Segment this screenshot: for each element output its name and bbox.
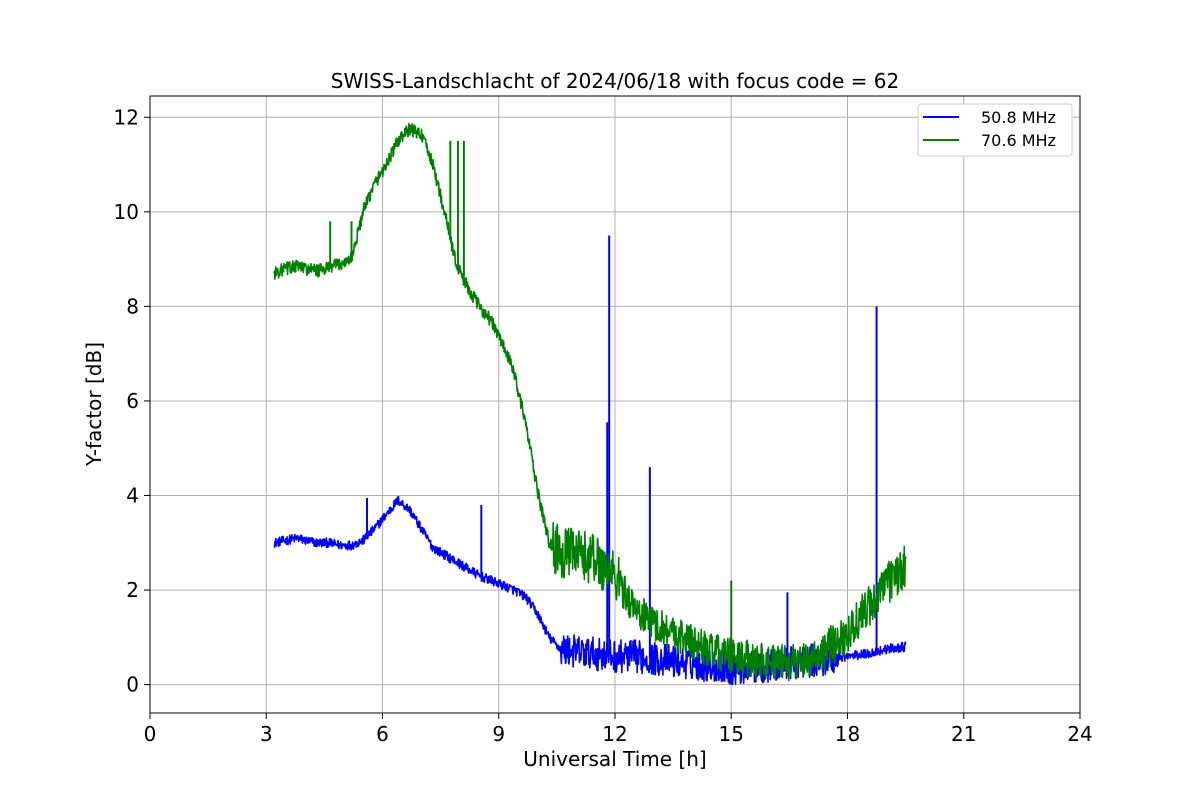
- chart-title: SWISS-Landschlacht of 2024/06/18 with fo…: [331, 69, 899, 93]
- x-tick-label: 15: [719, 722, 744, 746]
- y-axis-label: Y-factor [dB]: [82, 342, 106, 467]
- x-tick-label: 24: [1067, 722, 1092, 746]
- y-tick-label: 12: [114, 105, 139, 129]
- y-tick-label: 4: [126, 484, 139, 508]
- x-tick-label: 9: [492, 722, 505, 746]
- x-tick-label: 21: [951, 722, 976, 746]
- y-tick-label: 10: [114, 200, 139, 224]
- legend: 50.8 MHz 70.6 MHz: [917, 103, 1073, 157]
- y-tick-label: 2: [126, 578, 139, 602]
- series-line: [273, 122, 907, 682]
- y-tick-label: 6: [126, 389, 139, 413]
- x-tick-label: 6: [376, 722, 389, 746]
- y-tick-label: 0: [126, 673, 139, 697]
- x-tick-label: 12: [602, 722, 627, 746]
- series-70-6-mhz: [273, 122, 907, 682]
- x-tick-label: 3: [260, 722, 273, 746]
- legend-label-50-8-mhz: 50.8 MHz: [981, 108, 1056, 127]
- x-tick-label: 18: [835, 722, 860, 746]
- series-layer: [273, 122, 907, 686]
- x-axis-label: Universal Time [h]: [523, 747, 706, 771]
- legend-label-70-6-mhz: 70.6 MHz: [981, 131, 1056, 150]
- x-tick-label: 0: [144, 722, 157, 746]
- y-tick-label: 8: [126, 294, 139, 318]
